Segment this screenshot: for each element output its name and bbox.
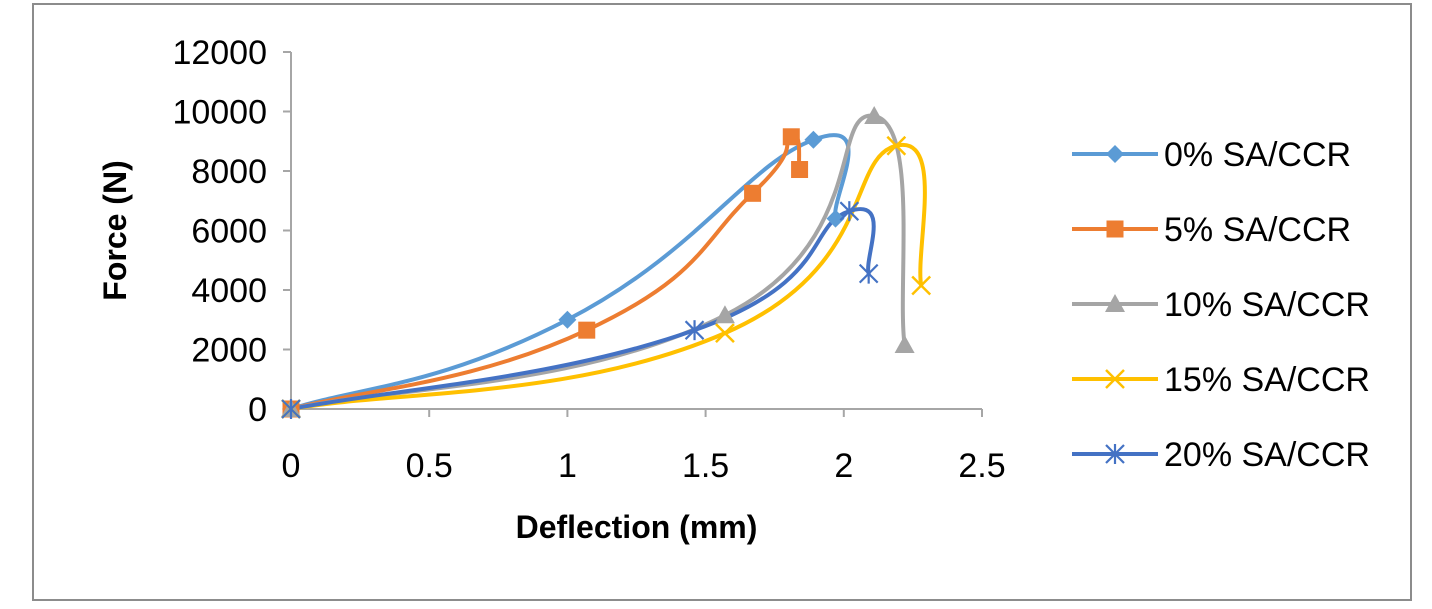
series-line-2 [289,113,907,411]
data-point-3 [886,135,907,156]
data-point-0 [804,130,823,149]
x-tick-label: 1.5 [682,447,729,485]
y-tick-label: 4000 [191,272,267,310]
data-point-2 [714,305,735,324]
y-axis-title: Force (N) [97,160,133,300]
data-point-1 [782,128,800,146]
series-line-3 [289,142,927,411]
data-point-3 [715,323,735,344]
data-point-0 [558,310,577,329]
legend-label: 0% SA/CCR [1164,136,1351,174]
x-tick-label: 0 [282,447,301,485]
y-tick-label: 6000 [191,213,267,251]
axes [290,52,982,410]
x-axis-title: Deflection (mm) [516,509,758,545]
data-point-4 [281,399,301,419]
data-point-1 [744,184,762,202]
legend-label: 10% SA/CCR [1164,286,1370,324]
legend-marker [1105,444,1125,464]
data-point-2 [864,105,885,124]
legend-marker [1106,220,1124,238]
series-lines [289,113,927,411]
chart-frame [32,3,1412,601]
tick-marks [283,51,983,417]
x-tick-label: 0.5 [406,447,453,485]
data-point-0 [826,209,845,228]
x-tick-label: 2 [834,447,853,485]
legend-marker [1105,294,1125,312]
y-tick-label: 10000 [172,94,267,132]
data-point-1 [578,321,596,339]
legend-label: 20% SA/CCR [1164,436,1370,474]
data-point-1 [791,161,809,179]
data-point-4 [858,263,879,284]
data-point-4 [839,201,860,222]
legend-marker [1105,369,1125,389]
series-line-4 [289,207,876,411]
series-markers [281,105,932,419]
y-tick-label: 2000 [191,332,267,370]
x-tick-label: 2.5 [958,447,1005,485]
x-tick-label: 1 [558,447,577,485]
data-point-2 [894,335,915,354]
y-tick-label: 8000 [191,153,267,191]
legend-label: 15% SA/CCR [1164,361,1370,399]
legend-label: 5% SA/CCR [1164,211,1351,249]
y-tick-label: 12000 [172,34,267,72]
legend-marker [1106,145,1124,163]
legend: 0% SA/CCR 5% SA/CCR 10% SA/CCR 15% SA/CCR 20… [1072,136,1370,474]
data-point-4 [684,320,705,341]
y-tick-label: 0 [248,391,267,429]
data-point-3 [911,275,932,296]
